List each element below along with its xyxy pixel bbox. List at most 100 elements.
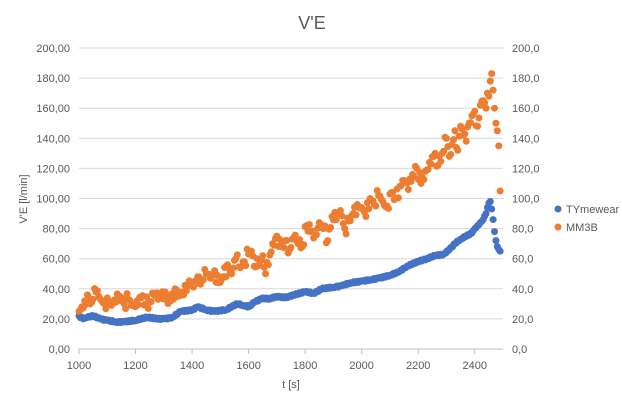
data-point xyxy=(481,99,489,107)
data-point xyxy=(394,194,402,202)
data-point xyxy=(122,305,130,313)
y-tick-label: 180,00 xyxy=(36,73,70,85)
axis-layer: 0,00 20,00 40,00 60,00 80,00 100,00 120,00 140,… xyxy=(36,43,539,372)
data-point xyxy=(486,198,494,206)
data-point xyxy=(489,216,497,224)
series-TYmewear xyxy=(75,198,504,327)
legend-marker xyxy=(554,223,562,231)
data-point xyxy=(295,236,303,244)
data-point xyxy=(93,287,101,295)
data-point xyxy=(496,187,504,195)
data-point xyxy=(144,305,152,313)
data-point xyxy=(491,228,499,236)
data-point xyxy=(336,207,344,215)
data-point xyxy=(471,107,479,115)
data-point xyxy=(416,168,424,176)
data-point xyxy=(488,205,496,213)
x-tick-label: 2000 xyxy=(349,360,373,372)
y-tick-label: 100,00 xyxy=(36,194,70,206)
x-tick-label: 1400 xyxy=(180,360,204,372)
x-tick-label: 1600 xyxy=(236,360,260,372)
legend-label: TYmewear xyxy=(566,204,620,216)
data-point xyxy=(424,165,432,173)
data-point xyxy=(123,290,131,298)
x-tick-label: 1200 xyxy=(123,360,147,372)
data-point xyxy=(143,293,151,301)
data-point xyxy=(233,251,241,259)
data-point xyxy=(89,295,97,303)
data-point xyxy=(462,137,470,145)
data-point xyxy=(342,230,350,238)
data-point xyxy=(486,77,494,85)
x-axis-title: t [s] xyxy=(282,379,300,391)
data-point xyxy=(287,243,295,251)
data-point xyxy=(492,237,500,245)
data-point xyxy=(496,247,504,255)
y2-tick-label: 40,0 xyxy=(512,284,533,296)
y-tick-label: 120,00 xyxy=(36,163,70,175)
data-point xyxy=(488,70,496,78)
data-point xyxy=(454,146,462,154)
data-point xyxy=(420,176,428,184)
data-point xyxy=(489,86,497,94)
data-point xyxy=(450,136,458,144)
data-point xyxy=(352,211,360,219)
y2-tick-label: 80,0 xyxy=(512,224,533,236)
series-MM3B xyxy=(75,70,504,315)
data-point xyxy=(283,236,291,244)
legend-label: MM3B xyxy=(566,222,598,234)
series-layer xyxy=(75,70,504,327)
y2-tick-label: 20,0 xyxy=(512,314,533,326)
y2-tick-label: 180,0 xyxy=(512,73,540,85)
data-point xyxy=(466,119,474,127)
chart-title: V'E xyxy=(298,13,325,33)
y-tick-label: 160,00 xyxy=(36,103,70,115)
legend: TYmewear MM3B xyxy=(554,204,620,234)
data-point xyxy=(451,127,459,135)
y-axis-title: V'E [l/min] xyxy=(18,174,30,223)
y2-tick-label: 100,0 xyxy=(512,194,540,206)
x-tick-label: 1800 xyxy=(293,360,317,372)
x-tick-label: 2400 xyxy=(462,360,486,372)
data-point xyxy=(267,248,275,256)
data-point xyxy=(259,252,267,260)
y-tick-label: 40,00 xyxy=(42,284,70,296)
data-point xyxy=(404,185,412,193)
y2-tick-label: 200,0 xyxy=(512,43,540,55)
y2-tick-label: 160,0 xyxy=(512,103,540,115)
data-point xyxy=(474,122,482,130)
data-point xyxy=(482,104,490,112)
y2-tick-label: 0,0 xyxy=(512,344,527,356)
data-point xyxy=(440,147,448,155)
data-point xyxy=(134,301,142,309)
data-point xyxy=(442,134,450,142)
data-point xyxy=(291,231,299,239)
data-point xyxy=(447,150,455,158)
data-point xyxy=(485,92,493,100)
data-point xyxy=(300,241,308,249)
data-point xyxy=(491,104,499,112)
data-point xyxy=(228,270,236,278)
data-point xyxy=(346,217,354,225)
data-point xyxy=(229,264,237,272)
grid-layer xyxy=(79,47,503,350)
y-tick-label: 80,00 xyxy=(42,224,70,236)
data-point xyxy=(327,224,335,232)
y-tick-label: 140,00 xyxy=(36,133,70,145)
data-point xyxy=(482,210,490,218)
data-point xyxy=(338,212,346,220)
y-tick-label: 0,00 xyxy=(49,344,70,356)
data-point xyxy=(385,204,393,212)
y-tick-label: 200,00 xyxy=(36,43,70,55)
y2-tick-label: 120,0 xyxy=(512,163,540,175)
data-point xyxy=(492,119,500,127)
y-tick-label: 20,00 xyxy=(42,314,70,326)
data-point xyxy=(264,261,272,269)
data-point xyxy=(199,276,207,284)
x-tick-label: 1000 xyxy=(67,360,91,372)
data-point xyxy=(495,142,503,150)
data-point xyxy=(362,213,370,221)
